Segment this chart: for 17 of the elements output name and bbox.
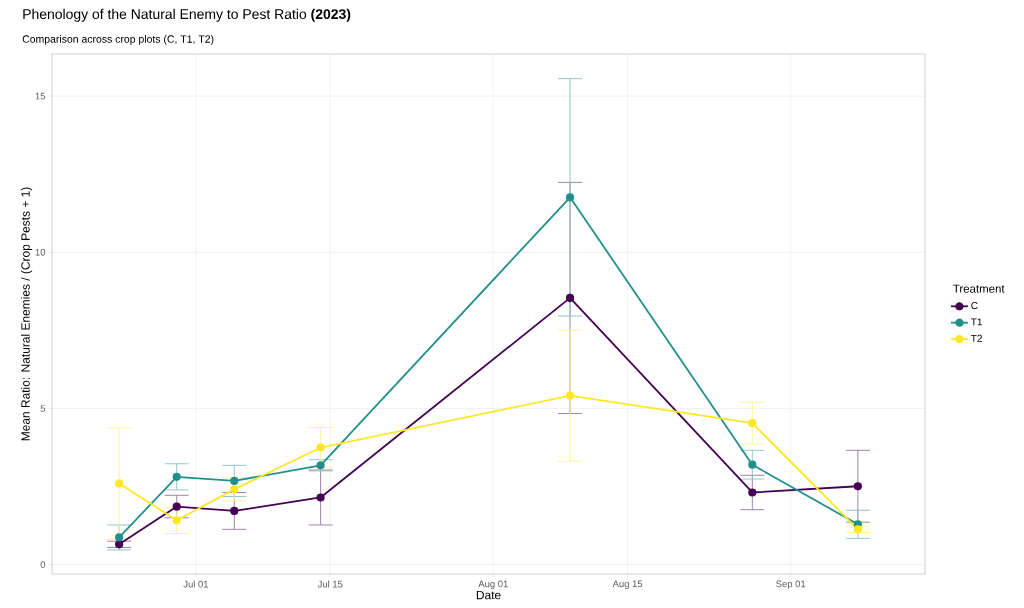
y-tick-label: 5: [40, 405, 46, 412]
y-tick-label: 15: [35, 92, 46, 100]
y-axis-title: Mean Ratio: Natural Enemies / (Crop Pests + 1): [20, 187, 33, 441]
x-tick-label: Jul 01: [183, 580, 209, 588]
y-tick-label: 10: [35, 248, 46, 256]
legend-label: C: [971, 302, 978, 310]
x-tick-label: Aug 01: [478, 580, 508, 590]
x-tick-label: Sep 01: [776, 580, 806, 590]
x-tick-label: Aug 15: [612, 580, 643, 589]
legend-label: T2: [971, 334, 982, 342]
x-axis-title: Date: [476, 590, 501, 600]
x-tick-label: Jul 15: [317, 580, 343, 588]
chart-subtitle: Comparison across crop plots (C, T1, T2): [22, 35, 214, 45]
y-tick-label: 0: [40, 561, 46, 568]
legend-title: Treatment: [953, 284, 1005, 293]
legend-label: T1: [971, 318, 982, 326]
chart-title: Phenology of the Natural Enemy to Pest Ratio (2023): [23, 8, 351, 22]
